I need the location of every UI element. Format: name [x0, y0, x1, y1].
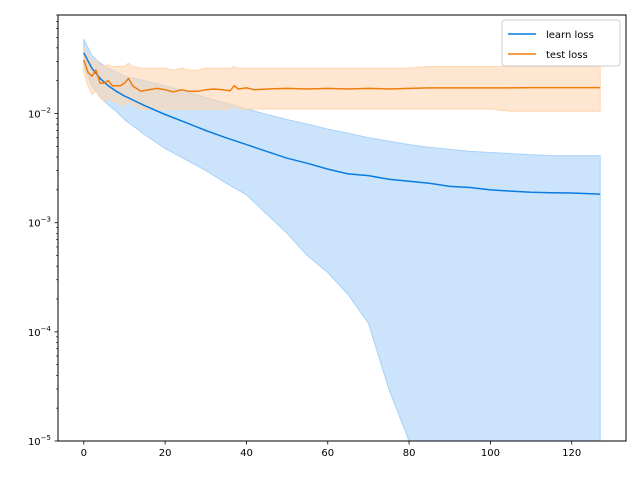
- y-tick-label: 10−2: [28, 107, 51, 121]
- test-loss-line: [83, 59, 601, 93]
- x-tick-label: 20: [159, 448, 172, 459]
- y-tick-label: 10−5: [28, 434, 51, 448]
- x-tick-label: 120: [562, 448, 581, 459]
- learn-loss-legend-label: learn loss: [546, 30, 594, 41]
- x-tick-label: 80: [403, 448, 416, 459]
- x-tick-label: 0: [81, 448, 87, 459]
- confidence-bands: [83, 38, 601, 441]
- x-tick-label: 60: [321, 448, 334, 459]
- x-tick-label: 100: [481, 448, 500, 459]
- legend: learn loss test loss: [501, 19, 621, 67]
- y-tick-label: 10−3: [28, 216, 51, 230]
- y-axis: 10−5 10−4 10−3 10−2: [28, 14, 58, 448]
- test-loss-legend-label: test loss: [546, 50, 588, 61]
- learn-loss-line: [83, 52, 601, 195]
- series-lines: [83, 52, 601, 195]
- x-axis: 0 20 40 60 80 100 120: [81, 441, 581, 459]
- y-tick-label: 10−4: [28, 325, 52, 339]
- x-tick-label: 40: [240, 448, 253, 459]
